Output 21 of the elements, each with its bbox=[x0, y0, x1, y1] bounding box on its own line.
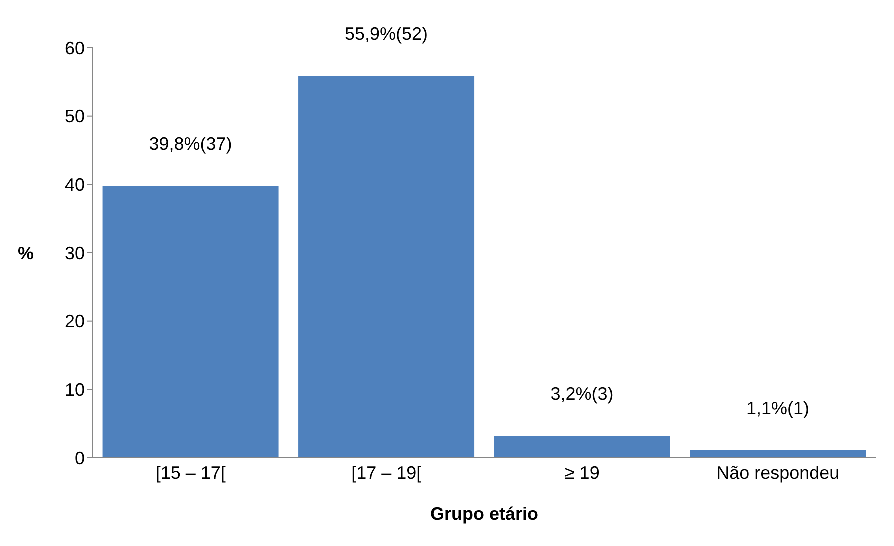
bar bbox=[102, 186, 279, 458]
y-tick-label: 40 bbox=[64, 175, 85, 196]
y-axis-title: % bbox=[18, 243, 34, 264]
bar bbox=[494, 436, 670, 458]
y-tick-label: 60 bbox=[64, 38, 85, 58]
y-tick-label: 20 bbox=[64, 312, 85, 332]
x-tick-label: ≥ 19 bbox=[564, 462, 600, 483]
bar bbox=[690, 450, 866, 458]
x-tick-label: Não respondeu bbox=[716, 462, 840, 483]
y-tick-label: 30 bbox=[64, 243, 85, 264]
data-label: 39,8%(37) bbox=[149, 134, 232, 154]
data-label: 3,2%(3) bbox=[550, 384, 614, 404]
x-tick-label: [17 – 19[ bbox=[352, 462, 422, 483]
data-label: 1,1%(1) bbox=[746, 398, 810, 418]
bar bbox=[298, 76, 475, 458]
y-tick-label: 0 bbox=[74, 448, 85, 468]
y-tick-label: 10 bbox=[64, 380, 85, 400]
x-axis-title: Grupo etário bbox=[430, 504, 539, 524]
data-label: 55,9%(52) bbox=[345, 24, 428, 44]
y-tick-label: 50 bbox=[64, 106, 85, 127]
x-tick-label: [15 – 17[ bbox=[156, 462, 226, 483]
